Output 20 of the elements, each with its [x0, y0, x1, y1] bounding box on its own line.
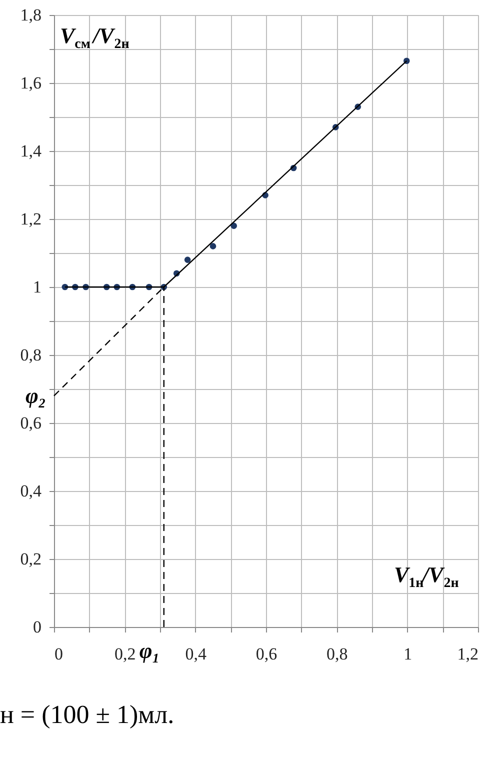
y-tick-label: 1 — [33, 278, 42, 296]
x-tick-label: 0 — [54, 644, 63, 664]
y-tick-label: 0,4 — [20, 482, 42, 500]
y-tick-label: 0,6 — [20, 414, 42, 432]
y-tick-label: 1,8 — [20, 6, 42, 24]
annotation: φ₁ — [139, 638, 160, 663]
x-tick-label: 1 — [404, 644, 412, 664]
y-tick-label: 0,2 — [20, 550, 42, 568]
y-tick-label: 1,2 — [20, 210, 42, 228]
x-tick-label: 0,4 — [185, 644, 207, 664]
y-tick-label: 1,4 — [20, 142, 42, 160]
y-tick-label: 0 — [33, 618, 42, 636]
y-tick-label: 0,8 — [20, 346, 42, 364]
x-tick-label: 0,2 — [114, 644, 136, 664]
x-tick-label: 0,6 — [256, 644, 278, 664]
y-tick-label: 1,6 — [20, 74, 42, 92]
text: н = (100 ± 1)мл. — [0, 700, 174, 729]
x-tick-label: 0,8 — [326, 644, 348, 664]
x-tick-label: 1,2 — [457, 644, 478, 664]
annotation: φ₂ — [25, 382, 46, 408]
